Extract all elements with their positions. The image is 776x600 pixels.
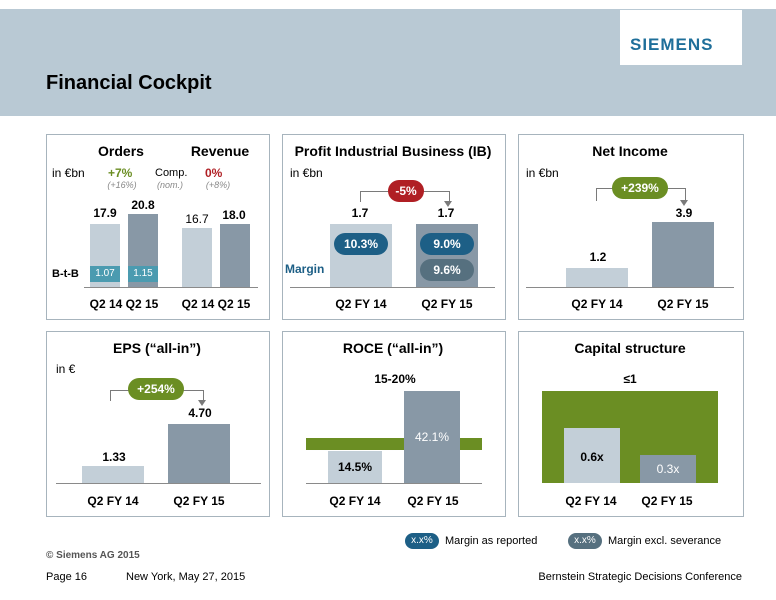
eps-fy14-value: 1.33 (102, 450, 126, 464)
eps-bar-fy14 (82, 466, 144, 483)
orders-change: +7% (108, 166, 133, 180)
comp-label: Comp. (155, 167, 188, 179)
profit-ib-fy15-value: 1.7 (437, 206, 455, 220)
logo-box (620, 10, 742, 65)
eps-bar-fy15 (168, 424, 230, 483)
orders-baseline (84, 287, 258, 288)
net-income-bar-fy15 (652, 222, 714, 287)
page-title: Financial Cockpit (46, 72, 212, 94)
panel-roce (282, 331, 506, 517)
margin-fy14: 10.3% (334, 233, 388, 255)
capital-bar-fy15 (640, 455, 696, 483)
margin-fy15-excl: 9.6% (420, 259, 474, 281)
capital-title: Capital structure (574, 340, 686, 356)
btb-q2-14: 1.07 (90, 266, 120, 282)
btb-q2-15: 1.15 (128, 266, 158, 282)
profit-ib-arrow (444, 201, 452, 207)
capital-fy15-value: 0.3x (656, 462, 680, 476)
orders-unit: in €bn (52, 166, 85, 180)
revenue-change: 0% (205, 166, 223, 180)
btb-label: B-t-B (52, 268, 79, 280)
orders-q2-15-value: 20.8 (131, 198, 155, 212)
legend-excl-swatch: x.x% (568, 533, 602, 549)
profit-ib-title: Profit Industrial Business (IB) (294, 143, 492, 159)
eps-baseline (56, 483, 261, 484)
eps-title: EPS (“all-in”) (113, 340, 201, 356)
net-income-bar-fy14 (566, 268, 628, 287)
siemens-logo: SIEMENS (630, 35, 714, 54)
orders-title: Orders (98, 143, 144, 159)
orders-x-labels: Q2 14 Q2 15 (89, 297, 159, 311)
legend-excl-label: Margin excl. severance (608, 535, 722, 547)
capital-x-fy14: Q2 FY 14 (565, 494, 617, 508)
net-income-fy14-value: 1.2 (589, 250, 607, 264)
eps-unit: in € (56, 362, 76, 376)
footer-copyright: © Siemens AG 2015 (46, 550, 140, 561)
revenue-q2-14-value: 16.7 (185, 212, 209, 226)
revenue-title: Revenue (190, 143, 250, 159)
profit-ib-baseline (290, 287, 495, 288)
eps-x-fy14: Q2 FY 14 (87, 494, 139, 508)
net-income-fy15-value: 3.9 (675, 206, 693, 220)
revenue-x-labels: Q2 14 Q2 15 (181, 297, 251, 311)
profit-ib-change: -5% (388, 180, 424, 202)
profit-ib-fy14-value: 1.7 (351, 206, 369, 220)
roce-x-fy15: Q2 FY 15 (407, 494, 459, 508)
footer-location-date: New York, May 27, 2015 (126, 571, 246, 583)
revenue-bar-q2-15 (220, 224, 250, 287)
footer-conference: Bernstein Strategic Decisions Conference (538, 571, 742, 583)
capital-x-fy15: Q2 FY 15 (641, 494, 693, 508)
net-income-baseline (526, 287, 734, 288)
net-income-x-fy15: Q2 FY 15 (657, 297, 709, 311)
roce-fy14-value: 14.5% (337, 460, 373, 474)
roce-bar-fy14 (328, 451, 382, 483)
profit-ib-x-fy15: Q2 FY 15 (421, 297, 473, 311)
roce-fy15-value: 42.1% (414, 430, 450, 444)
net-income-arrow (680, 200, 688, 206)
roce-baseline (306, 483, 482, 484)
capital-bar-fy14 (564, 428, 620, 483)
panel-eps (46, 331, 270, 517)
net-income-change: +239% (612, 177, 668, 199)
capital-target: ≤1 (623, 372, 637, 386)
profit-ib-unit: in €bn (290, 166, 323, 180)
eps-change: +254% (128, 378, 184, 400)
revenue-change-sub: (+8%) (205, 180, 231, 190)
footer-page: Page 16 (46, 571, 87, 583)
revenue-bar-q2-14 (182, 228, 212, 287)
margin-fy15-reported: 9.0% (420, 233, 474, 255)
orders-q2-14-value: 17.9 (93, 206, 117, 220)
roce-target: 15-20% (374, 372, 416, 386)
roce-title: ROCE (“all-in”) (342, 340, 444, 356)
roce-bar-fy15 (404, 391, 460, 483)
eps-x-fy15: Q2 FY 15 (173, 494, 225, 508)
comp-sub: (nom.) (156, 180, 183, 190)
legend-reported-label: Margin as reported (445, 535, 538, 547)
roce-x-fy14: Q2 FY 14 (329, 494, 381, 508)
net-income-x-fy14: Q2 FY 14 (571, 297, 623, 311)
net-income-title: Net Income (592, 143, 668, 159)
capital-fy14-value: 0.6x (580, 450, 604, 464)
margin-label: Margin (285, 262, 325, 276)
eps-fy15-value: 4.70 (188, 406, 212, 420)
revenue-q2-15-value: 18.0 (222, 208, 246, 222)
orders-change-sub: (+16%) (107, 180, 137, 190)
legend-reported-swatch: x.x% (405, 533, 439, 549)
profit-ib-x-fy14: Q2 FY 14 (335, 297, 387, 311)
eps-arrow (198, 400, 206, 406)
net-income-unit: in €bn (526, 166, 559, 180)
